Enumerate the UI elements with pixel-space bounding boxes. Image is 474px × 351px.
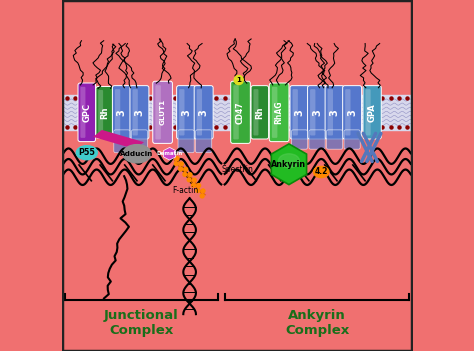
FancyBboxPatch shape bbox=[98, 90, 103, 135]
Text: Adducin: Adducin bbox=[120, 151, 154, 157]
Text: Junctional
Complex: Junctional Complex bbox=[104, 309, 179, 337]
FancyBboxPatch shape bbox=[130, 86, 149, 139]
FancyBboxPatch shape bbox=[115, 89, 120, 135]
FancyBboxPatch shape bbox=[309, 130, 325, 149]
FancyBboxPatch shape bbox=[325, 86, 344, 139]
FancyBboxPatch shape bbox=[365, 89, 371, 135]
Circle shape bbox=[184, 167, 188, 171]
Text: 1: 1 bbox=[237, 77, 241, 83]
Text: Ankyrin: Ankyrin bbox=[272, 160, 307, 169]
Text: GPC: GPC bbox=[82, 103, 91, 122]
Circle shape bbox=[188, 173, 192, 177]
Circle shape bbox=[200, 194, 204, 198]
Polygon shape bbox=[164, 147, 176, 160]
FancyBboxPatch shape bbox=[231, 81, 250, 143]
FancyBboxPatch shape bbox=[131, 130, 147, 153]
FancyBboxPatch shape bbox=[272, 87, 277, 138]
FancyBboxPatch shape bbox=[363, 86, 381, 139]
Text: GLUT1: GLUT1 bbox=[160, 99, 165, 125]
FancyBboxPatch shape bbox=[343, 86, 362, 139]
FancyBboxPatch shape bbox=[254, 89, 258, 135]
Circle shape bbox=[187, 178, 191, 182]
Text: 3: 3 bbox=[294, 109, 304, 116]
FancyBboxPatch shape bbox=[132, 89, 138, 135]
Circle shape bbox=[180, 162, 183, 166]
FancyBboxPatch shape bbox=[345, 89, 351, 135]
Text: F-actin: F-actin bbox=[172, 186, 198, 195]
FancyBboxPatch shape bbox=[78, 83, 96, 141]
FancyBboxPatch shape bbox=[155, 85, 161, 139]
Ellipse shape bbox=[123, 145, 151, 163]
Ellipse shape bbox=[76, 146, 97, 160]
Circle shape bbox=[179, 167, 182, 171]
Text: CD47: CD47 bbox=[236, 101, 245, 124]
Circle shape bbox=[192, 178, 196, 182]
Text: 3: 3 bbox=[199, 109, 209, 116]
FancyBboxPatch shape bbox=[194, 86, 213, 139]
Text: 4.2: 4.2 bbox=[315, 167, 328, 177]
FancyBboxPatch shape bbox=[344, 130, 360, 149]
Text: 3: 3 bbox=[117, 109, 127, 116]
FancyBboxPatch shape bbox=[290, 86, 309, 139]
FancyBboxPatch shape bbox=[196, 130, 212, 153]
FancyBboxPatch shape bbox=[292, 89, 298, 135]
Text: Ankyrin
Complex: Ankyrin Complex bbox=[285, 309, 349, 337]
Circle shape bbox=[175, 157, 179, 160]
FancyBboxPatch shape bbox=[179, 89, 184, 135]
Text: Spectrin: Spectrin bbox=[221, 165, 253, 174]
Bar bbox=[62, 95, 412, 130]
FancyBboxPatch shape bbox=[269, 83, 289, 141]
Text: RhAG: RhAG bbox=[274, 101, 283, 124]
FancyBboxPatch shape bbox=[292, 130, 308, 149]
Circle shape bbox=[201, 189, 205, 193]
FancyBboxPatch shape bbox=[81, 87, 85, 138]
Text: Rh: Rh bbox=[255, 106, 264, 119]
FancyBboxPatch shape bbox=[153, 81, 173, 143]
FancyBboxPatch shape bbox=[114, 130, 130, 153]
Circle shape bbox=[197, 184, 201, 187]
FancyBboxPatch shape bbox=[178, 130, 194, 153]
Circle shape bbox=[191, 183, 195, 187]
FancyBboxPatch shape bbox=[96, 86, 113, 138]
Ellipse shape bbox=[278, 154, 300, 168]
FancyBboxPatch shape bbox=[197, 89, 202, 135]
FancyBboxPatch shape bbox=[251, 86, 269, 139]
Ellipse shape bbox=[313, 166, 329, 178]
Text: 3: 3 bbox=[312, 109, 322, 116]
Circle shape bbox=[234, 75, 243, 85]
Text: GPA: GPA bbox=[368, 103, 377, 122]
Text: P55: P55 bbox=[78, 148, 95, 157]
FancyBboxPatch shape bbox=[327, 130, 343, 149]
Text: 3: 3 bbox=[181, 109, 191, 116]
FancyBboxPatch shape bbox=[328, 89, 333, 135]
Polygon shape bbox=[93, 130, 144, 149]
Text: Dematin: Dematin bbox=[156, 151, 182, 156]
Circle shape bbox=[183, 172, 187, 176]
FancyBboxPatch shape bbox=[233, 85, 239, 139]
Circle shape bbox=[196, 189, 200, 193]
FancyBboxPatch shape bbox=[310, 89, 315, 135]
Circle shape bbox=[174, 162, 178, 166]
Text: Rh: Rh bbox=[100, 106, 109, 119]
Text: 3: 3 bbox=[135, 109, 145, 116]
Text: 3: 3 bbox=[329, 109, 339, 116]
FancyBboxPatch shape bbox=[308, 86, 327, 139]
FancyBboxPatch shape bbox=[112, 86, 131, 139]
Polygon shape bbox=[271, 144, 307, 185]
FancyBboxPatch shape bbox=[177, 86, 196, 139]
Text: 3: 3 bbox=[347, 109, 357, 116]
